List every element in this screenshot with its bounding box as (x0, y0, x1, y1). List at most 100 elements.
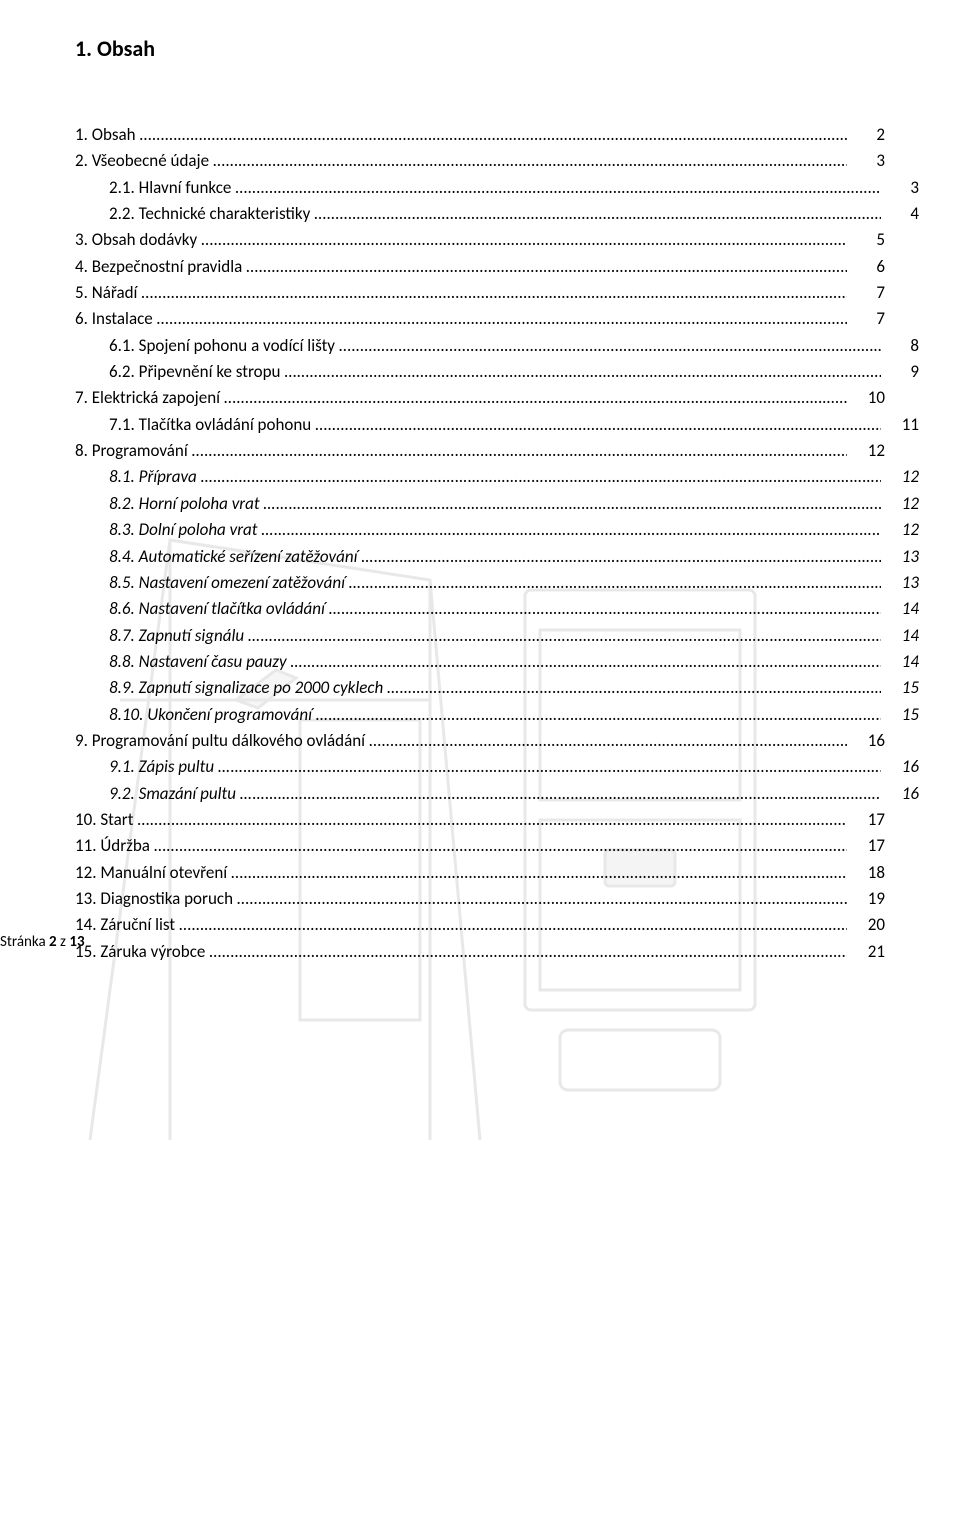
toc-leader (291, 649, 881, 675)
toc-row: 6.2. Připevnění ke stropu 9 (75, 359, 919, 385)
toc-label: 10. Start (75, 807, 137, 833)
toc-page-number: 21 (847, 939, 885, 965)
toc-row: 11. Údržba 17 (75, 833, 885, 859)
toc-page-number: 16 (881, 781, 919, 807)
toc-page-number: 14 (881, 649, 919, 675)
toc-label: 7. Elektrická zapojení (75, 385, 224, 411)
toc-row: 8.3. Dolní poloha vrat 12 (75, 517, 919, 543)
toc-leader (237, 886, 847, 912)
toc-leader (387, 675, 881, 701)
toc-label: 5. Nářadí (75, 280, 141, 306)
toc-row: 2.1. Hlavní funkce 3 (75, 175, 919, 201)
toc-row: 8.10. Ukončení programování 15 (75, 702, 919, 728)
toc-row: 8.4. Automatické seřízení zatěžování 13 (75, 544, 919, 570)
toc-label: 13. Diagnostika poruch (75, 886, 237, 912)
toc-leader (284, 359, 881, 385)
toc-page-number: 14 (881, 596, 919, 622)
toc-leader (141, 280, 847, 306)
toc-row: 8.8. Nastavení času pauzy 14 (75, 649, 919, 675)
toc-row: 9. Programování pultu dálkového ovládání… (75, 728, 885, 754)
toc-leader (240, 781, 881, 807)
toc-row: 3. Obsah dodávky 5 (75, 227, 885, 253)
toc-leader (316, 702, 881, 728)
toc-page-number: 15 (881, 702, 919, 728)
toc-label: 8.10. Ukončení programování (109, 702, 316, 728)
toc-label: 8.3. Dolní poloha vrat (109, 517, 261, 543)
toc-row: 9.2. Smazání pultu 16 (75, 781, 919, 807)
toc-page-number: 12 (881, 517, 919, 543)
toc-leader (213, 148, 847, 174)
toc-leader (224, 385, 847, 411)
toc-label: 8.8. Nastavení času pauzy (109, 649, 291, 675)
toc-label: 8.9. Zapnutí signalizace po 2000 cyklech (109, 675, 387, 701)
toc-leader (339, 333, 881, 359)
toc-page-number: 16 (847, 728, 885, 754)
toc-page-number: 9 (881, 359, 919, 385)
footer-page-total: 13 (69, 933, 84, 951)
toc-label: 9.2. Smazání pultu (109, 781, 240, 807)
toc-page-number: 4 (881, 201, 919, 227)
toc-page-number: 7 (847, 280, 885, 306)
toc-label: 6.2. Připevnění ke stropu (109, 359, 284, 385)
footer-mid: z (57, 933, 70, 951)
toc-row: 13. Diagnostika poruch 19 (75, 886, 885, 912)
toc-leader (329, 596, 881, 622)
toc-label: 2.2. Technické charakteristiky (109, 201, 314, 227)
page-footer: Stránka 2 z 13 (0, 933, 810, 951)
toc-page-number: 12 (847, 438, 885, 464)
toc-leader (349, 570, 881, 596)
toc-page-number: 2 (847, 122, 885, 148)
toc-label: 8. Programování (75, 438, 192, 464)
toc-page-number: 6 (847, 254, 885, 280)
toc-label: 7.1. Tlačítka ovládání pohonu (109, 412, 315, 438)
toc-row: 8.9. Zapnutí signalizace po 2000 cyklech… (75, 675, 919, 701)
toc-label: 11. Údržba (75, 833, 154, 859)
toc-label: 1. Obsah (75, 122, 140, 148)
toc-row: 9.1. Zápis pultu 16 (75, 754, 919, 780)
toc-row: 5. Nářadí 7 (75, 280, 885, 306)
toc-row: 7. Elektrická zapojení 10 (75, 385, 885, 411)
toc-leader (137, 807, 847, 833)
toc-label: 4. Bezpečnostní pravidla (75, 254, 246, 280)
toc-page-number: 16 (881, 754, 919, 780)
toc-label: 2.1. Hlavní funkce (109, 175, 235, 201)
toc-page-number: 17 (847, 807, 885, 833)
toc-label: 6. Instalace (75, 306, 157, 332)
toc-leader (154, 833, 847, 859)
toc-row: 4. Bezpečnostní pravidla 6 (75, 254, 885, 280)
toc-page-number: 11 (881, 412, 919, 438)
toc-row: 8.5. Nastavení omezení zatěžování 13 (75, 570, 919, 596)
toc-leader (261, 517, 881, 543)
toc-page-number: 15 (881, 675, 919, 701)
toc-label: 3. Obsah dodávky (75, 227, 201, 253)
toc-row: 8.7. Zapnutí signálu 14 (75, 623, 919, 649)
footer-page-num: 2 (49, 933, 57, 951)
toc-page-number: 12 (881, 464, 919, 490)
toc-label: 8.4. Automatické seřízení zatěžování (109, 544, 362, 570)
toc-label: 8.5. Nastavení omezení zatěžování (109, 570, 349, 596)
toc-leader (369, 728, 847, 754)
toc-leader (246, 254, 847, 280)
toc-page-number: 3 (881, 175, 919, 201)
toc-label: 6.1. Spojení pohonu a vodící lišty (109, 333, 339, 359)
toc-label: 9.1. Zápis pultu (109, 754, 218, 780)
section-heading: 1. Obsah (75, 35, 885, 62)
toc-row: 6.1. Spojení pohonu a vodící lišty 8 (75, 333, 919, 359)
toc-leader (140, 122, 847, 148)
toc-row: 2. Všeobecné údaje 3 (75, 148, 885, 174)
toc-label: 2. Všeobecné údaje (75, 148, 213, 174)
toc-label: 8.7. Zapnutí signálu (109, 623, 248, 649)
toc-row: 8.2. Horní poloha vrat 12 (75, 491, 919, 517)
toc-row: 2.2. Technické charakteristiky 4 (75, 201, 919, 227)
toc-row: 8.6. Nastavení tlačítka ovládání 14 (75, 596, 919, 622)
toc-label: 12. Manuální otevření (75, 860, 231, 886)
toc-row: 8.1. Příprava 12 (75, 464, 919, 490)
toc-page-number: 18 (847, 860, 885, 886)
toc-page-number: 19 (847, 886, 885, 912)
toc-page-number: 8 (881, 333, 919, 359)
toc-page-number: 13 (881, 570, 919, 596)
footer-prefix: Stránka (0, 933, 49, 951)
toc-leader (201, 227, 847, 253)
toc-row: 7.1. Tlačítka ovládání pohonu 11 (75, 412, 919, 438)
toc-row: 8. Programování 12 (75, 438, 885, 464)
